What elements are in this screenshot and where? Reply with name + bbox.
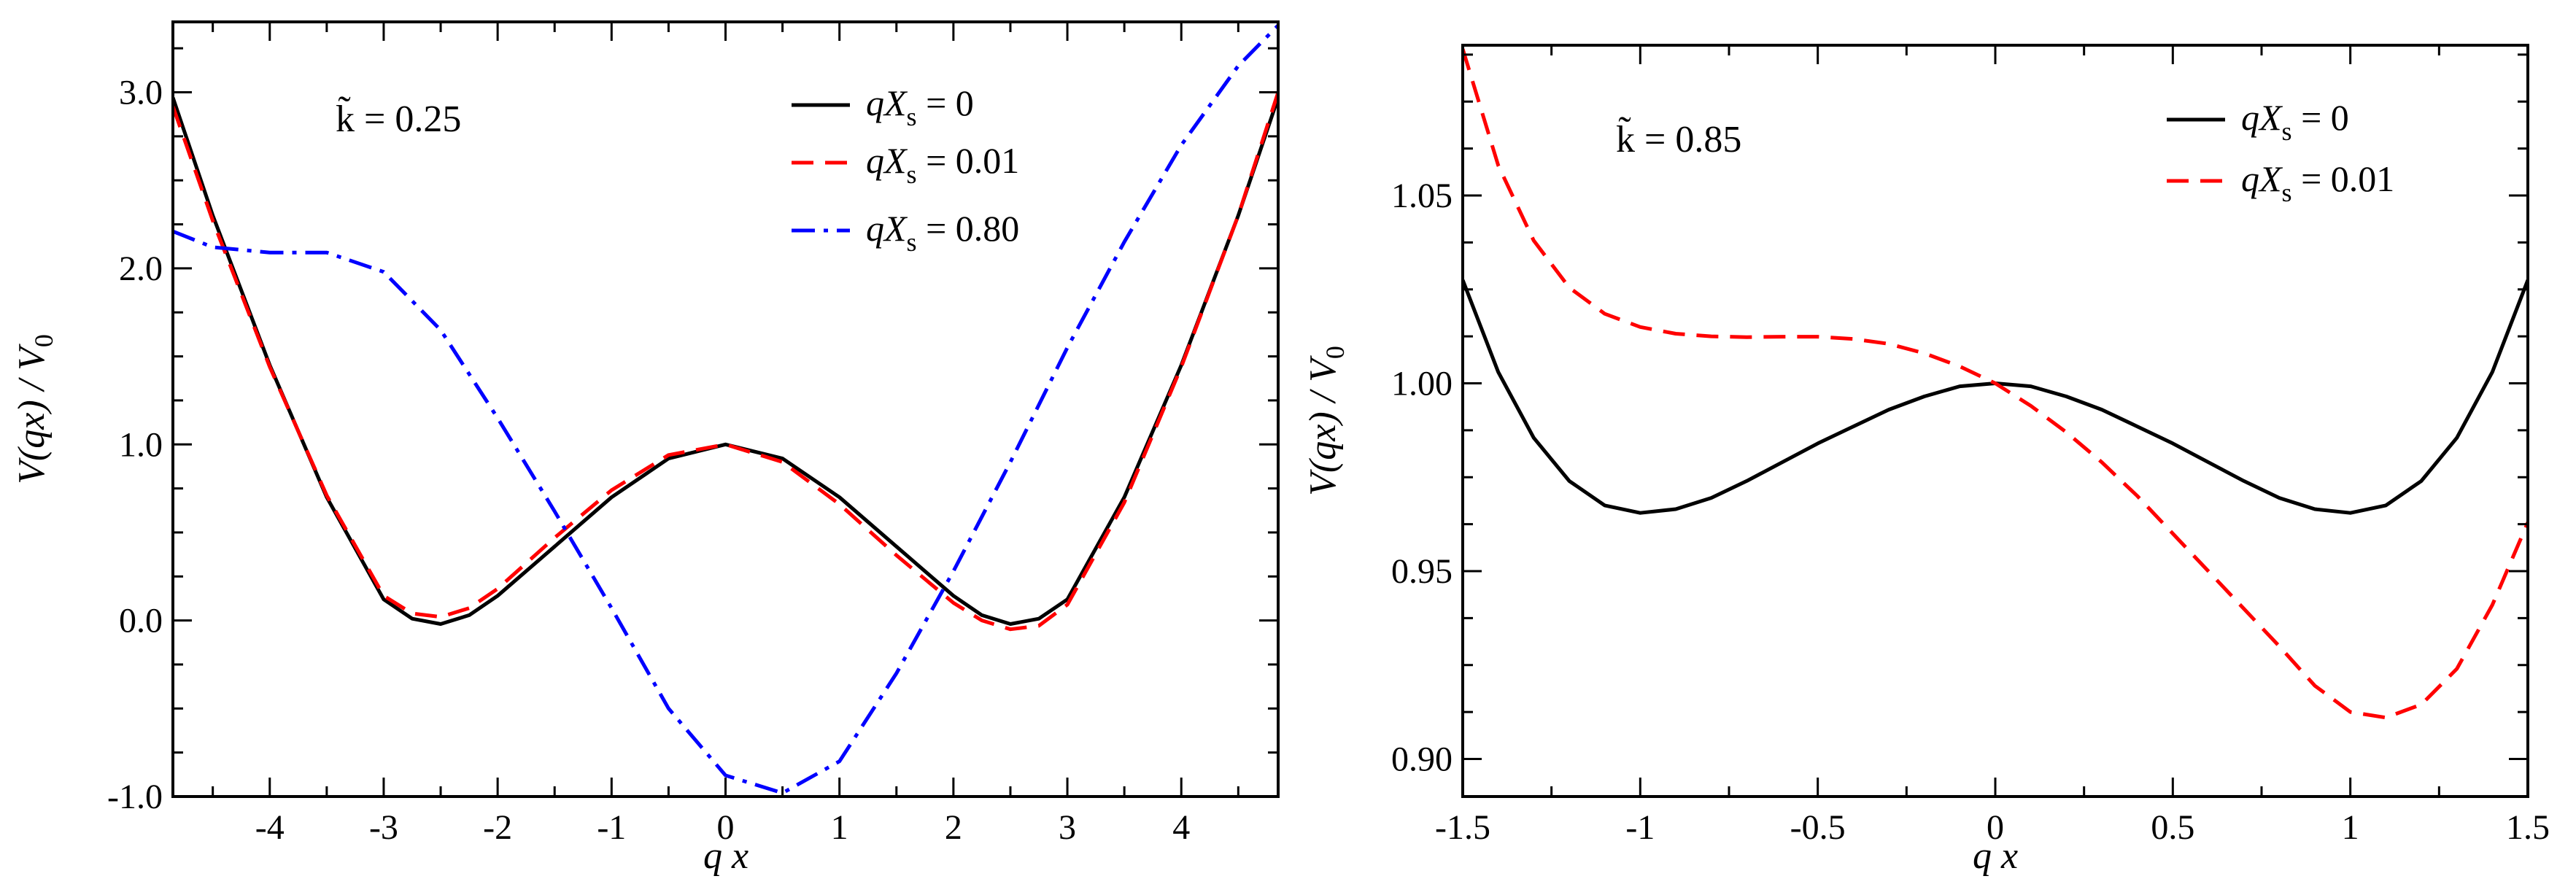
- legend-entry-0: qXs = 0: [2241, 97, 2349, 146]
- x-tick-label: 0.5: [2151, 808, 2194, 847]
- series-line-1: [173, 91, 1278, 632]
- legend-entry-0: qXs = 0: [866, 82, 974, 131]
- y-tick-label: 1.00: [1391, 365, 1453, 403]
- y-axis-label: V(qx) / V0: [11, 334, 58, 484]
- x-tick-label: -0.5: [1790, 808, 1846, 847]
- legend-entry-1: qXs = 0.01: [2241, 158, 2394, 207]
- y-tick-label: 2.0: [119, 249, 163, 288]
- y-axis-label: V(qx) / V0: [1302, 346, 1350, 496]
- x-tick-label: -1: [597, 808, 626, 847]
- y-tick-label: 3.0: [119, 74, 163, 112]
- k-annotation: k̃ = 0.85: [1616, 117, 1741, 160]
- x-tick-label: -1.5: [1435, 808, 1490, 847]
- x-tick-label: 3: [1059, 808, 1076, 847]
- legend-entry-2: qXs = 0.80: [866, 208, 1019, 257]
- x-tick-label: -2: [483, 808, 512, 847]
- x-tick-label: 1: [831, 808, 848, 847]
- chart-panel-left: -4 -3 -2 -1 0 1 2 3 4 -1.0 0.0 1.0 2.0 3.0 q x V(qx) / …: [11, 20, 1280, 877]
- series-line-0: [1463, 279, 2528, 515]
- x-tick-label: 2: [945, 808, 962, 847]
- x-tick-label: -3: [369, 808, 398, 847]
- x-tick-label: 1: [2342, 808, 2359, 847]
- x-axis-label: q x: [1973, 835, 2018, 877]
- y-tick-label: 1.05: [1391, 177, 1453, 215]
- series-line-2: [173, 24, 1278, 795]
- y-tick-label: 1.0: [119, 425, 163, 464]
- series-line-1: [1463, 48, 2528, 720]
- chart-panel-right: -1.5 -1 -0.5 0 0.5 1 1.5 0.90 0.95 1.00 1.05 q x V(q…: [1302, 44, 2550, 877]
- series-line-0: [173, 96, 1278, 626]
- x-tick-label: 0: [717, 808, 735, 847]
- y-tick-label: 0.90: [1391, 740, 1453, 779]
- y-tick-label: 0.0: [119, 602, 163, 640]
- legend-entry-1: qXs = 0.01: [866, 140, 1019, 189]
- y-tick-label: 0.95: [1391, 552, 1453, 591]
- x-tick-label: 1.5: [2506, 808, 2550, 847]
- y-tick-label: -1.0: [107, 778, 163, 816]
- x-axis-label: q x: [703, 835, 749, 877]
- k-annotation: k̃ = 0.25: [336, 96, 461, 140]
- x-tick-label: -1: [1625, 808, 1655, 847]
- x-tick-label: 4: [1172, 808, 1190, 847]
- x-tick-label: -4: [255, 808, 285, 847]
- x-tick-label: 0: [1987, 808, 2004, 847]
